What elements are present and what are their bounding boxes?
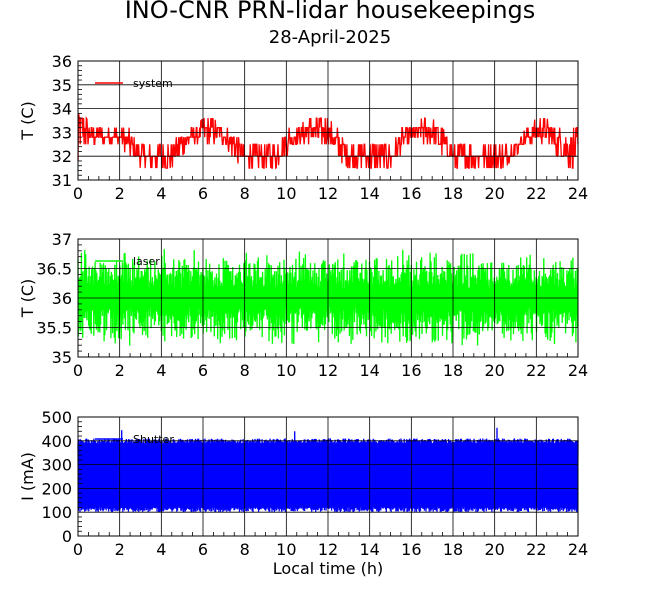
x-tick-label: 10 (276, 540, 296, 559)
plot-frame (77, 238, 579, 358)
x-tick-label: 2 (115, 361, 125, 380)
x-tick-label: 0 (73, 361, 83, 380)
x-tick-label: 14 (359, 361, 379, 380)
x-tick-label: 4 (156, 361, 166, 380)
y-axis-label: T (C) (18, 279, 37, 319)
x-tick-label: 10 (276, 184, 296, 203)
x-tick-label: 0 (73, 184, 83, 203)
y-tick-label: 37 (52, 230, 72, 249)
x-tick-label: 12 (318, 540, 338, 559)
legend-label: laser (133, 255, 160, 268)
x-tick-label: 14 (359, 184, 379, 203)
x-tick-label: 6 (198, 361, 208, 380)
x-tick-label: 20 (484, 184, 504, 203)
x-tick-label: 20 (484, 361, 504, 380)
x-tick-label: 2 (115, 184, 125, 203)
x-tick-label: 16 (401, 184, 421, 203)
x-tick-label: 22 (526, 540, 546, 559)
x-tick-label: 20 (484, 540, 504, 559)
chart-subtitle: 28-April-2025 (268, 27, 392, 48)
x-tick-label: 12 (318, 184, 338, 203)
x-tick-label: 2 (115, 540, 125, 559)
legend-label: system (133, 77, 173, 90)
x-tick-label: 18 (443, 184, 463, 203)
legend-label: Shutter (133, 433, 174, 446)
x-tick-label: 6 (198, 540, 208, 559)
x-tick-label: 24 (568, 361, 588, 380)
x-tick-label: 16 (401, 540, 421, 559)
y-tick-label: 500 (41, 408, 72, 427)
x-tick-label: 16 (401, 361, 421, 380)
y-axis-label: I (mA) (18, 452, 37, 501)
y-tick-label: 200 (41, 479, 72, 498)
x-tick-label: 22 (526, 361, 546, 380)
y-tick-label: 31 (52, 171, 72, 190)
y-tick-label: 36 (52, 289, 72, 308)
x-tick-label: 12 (318, 361, 338, 380)
y-tick-label: 36 (52, 52, 72, 71)
y-tick-label: 32 (52, 147, 72, 166)
y-tick-label: 300 (41, 456, 72, 475)
x-tick-label: 18 (443, 540, 463, 559)
y-tick-label: 33 (52, 123, 72, 142)
x-tick-label: 4 (156, 184, 166, 203)
x-tick-label: 4 (156, 540, 166, 559)
x-tick-label: 18 (443, 361, 463, 380)
x-tick-label: 24 (568, 540, 588, 559)
x-tick-label: 8 (240, 361, 250, 380)
y-tick-label: 100 (41, 503, 72, 522)
x-tick-label: 14 (359, 540, 379, 559)
y-tick-label: 400 (41, 432, 72, 451)
x-tick-label: 22 (526, 184, 546, 203)
y-tick-label: 35 (52, 348, 72, 367)
y-axis-label: T (C) (18, 101, 37, 141)
x-tick-label: 0 (73, 540, 83, 559)
y-tick-label: 36.5 (36, 260, 72, 279)
plot-frame (77, 60, 579, 181)
x-axis-label: Local time (h) (273, 559, 383, 578)
x-tick-label: 10 (276, 361, 296, 380)
plot-frame (77, 416, 579, 537)
x-tick-label: 8 (240, 540, 250, 559)
x-tick-label: 6 (198, 184, 208, 203)
y-tick-label: 34 (52, 100, 72, 119)
y-tick-label: 35 (52, 76, 72, 95)
chart-title: INO-CNR PRN-lidar housekeepings (124, 0, 536, 24)
x-tick-label: 8 (240, 184, 250, 203)
x-tick-label: 24 (568, 184, 588, 203)
y-tick-label: 35.5 (36, 319, 72, 338)
y-tick-label: 0 (62, 527, 72, 546)
